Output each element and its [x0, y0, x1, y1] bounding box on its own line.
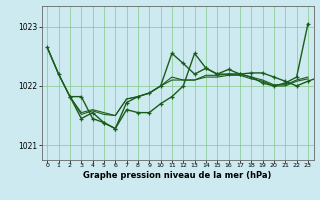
X-axis label: Graphe pression niveau de la mer (hPa): Graphe pression niveau de la mer (hPa)	[84, 171, 272, 180]
